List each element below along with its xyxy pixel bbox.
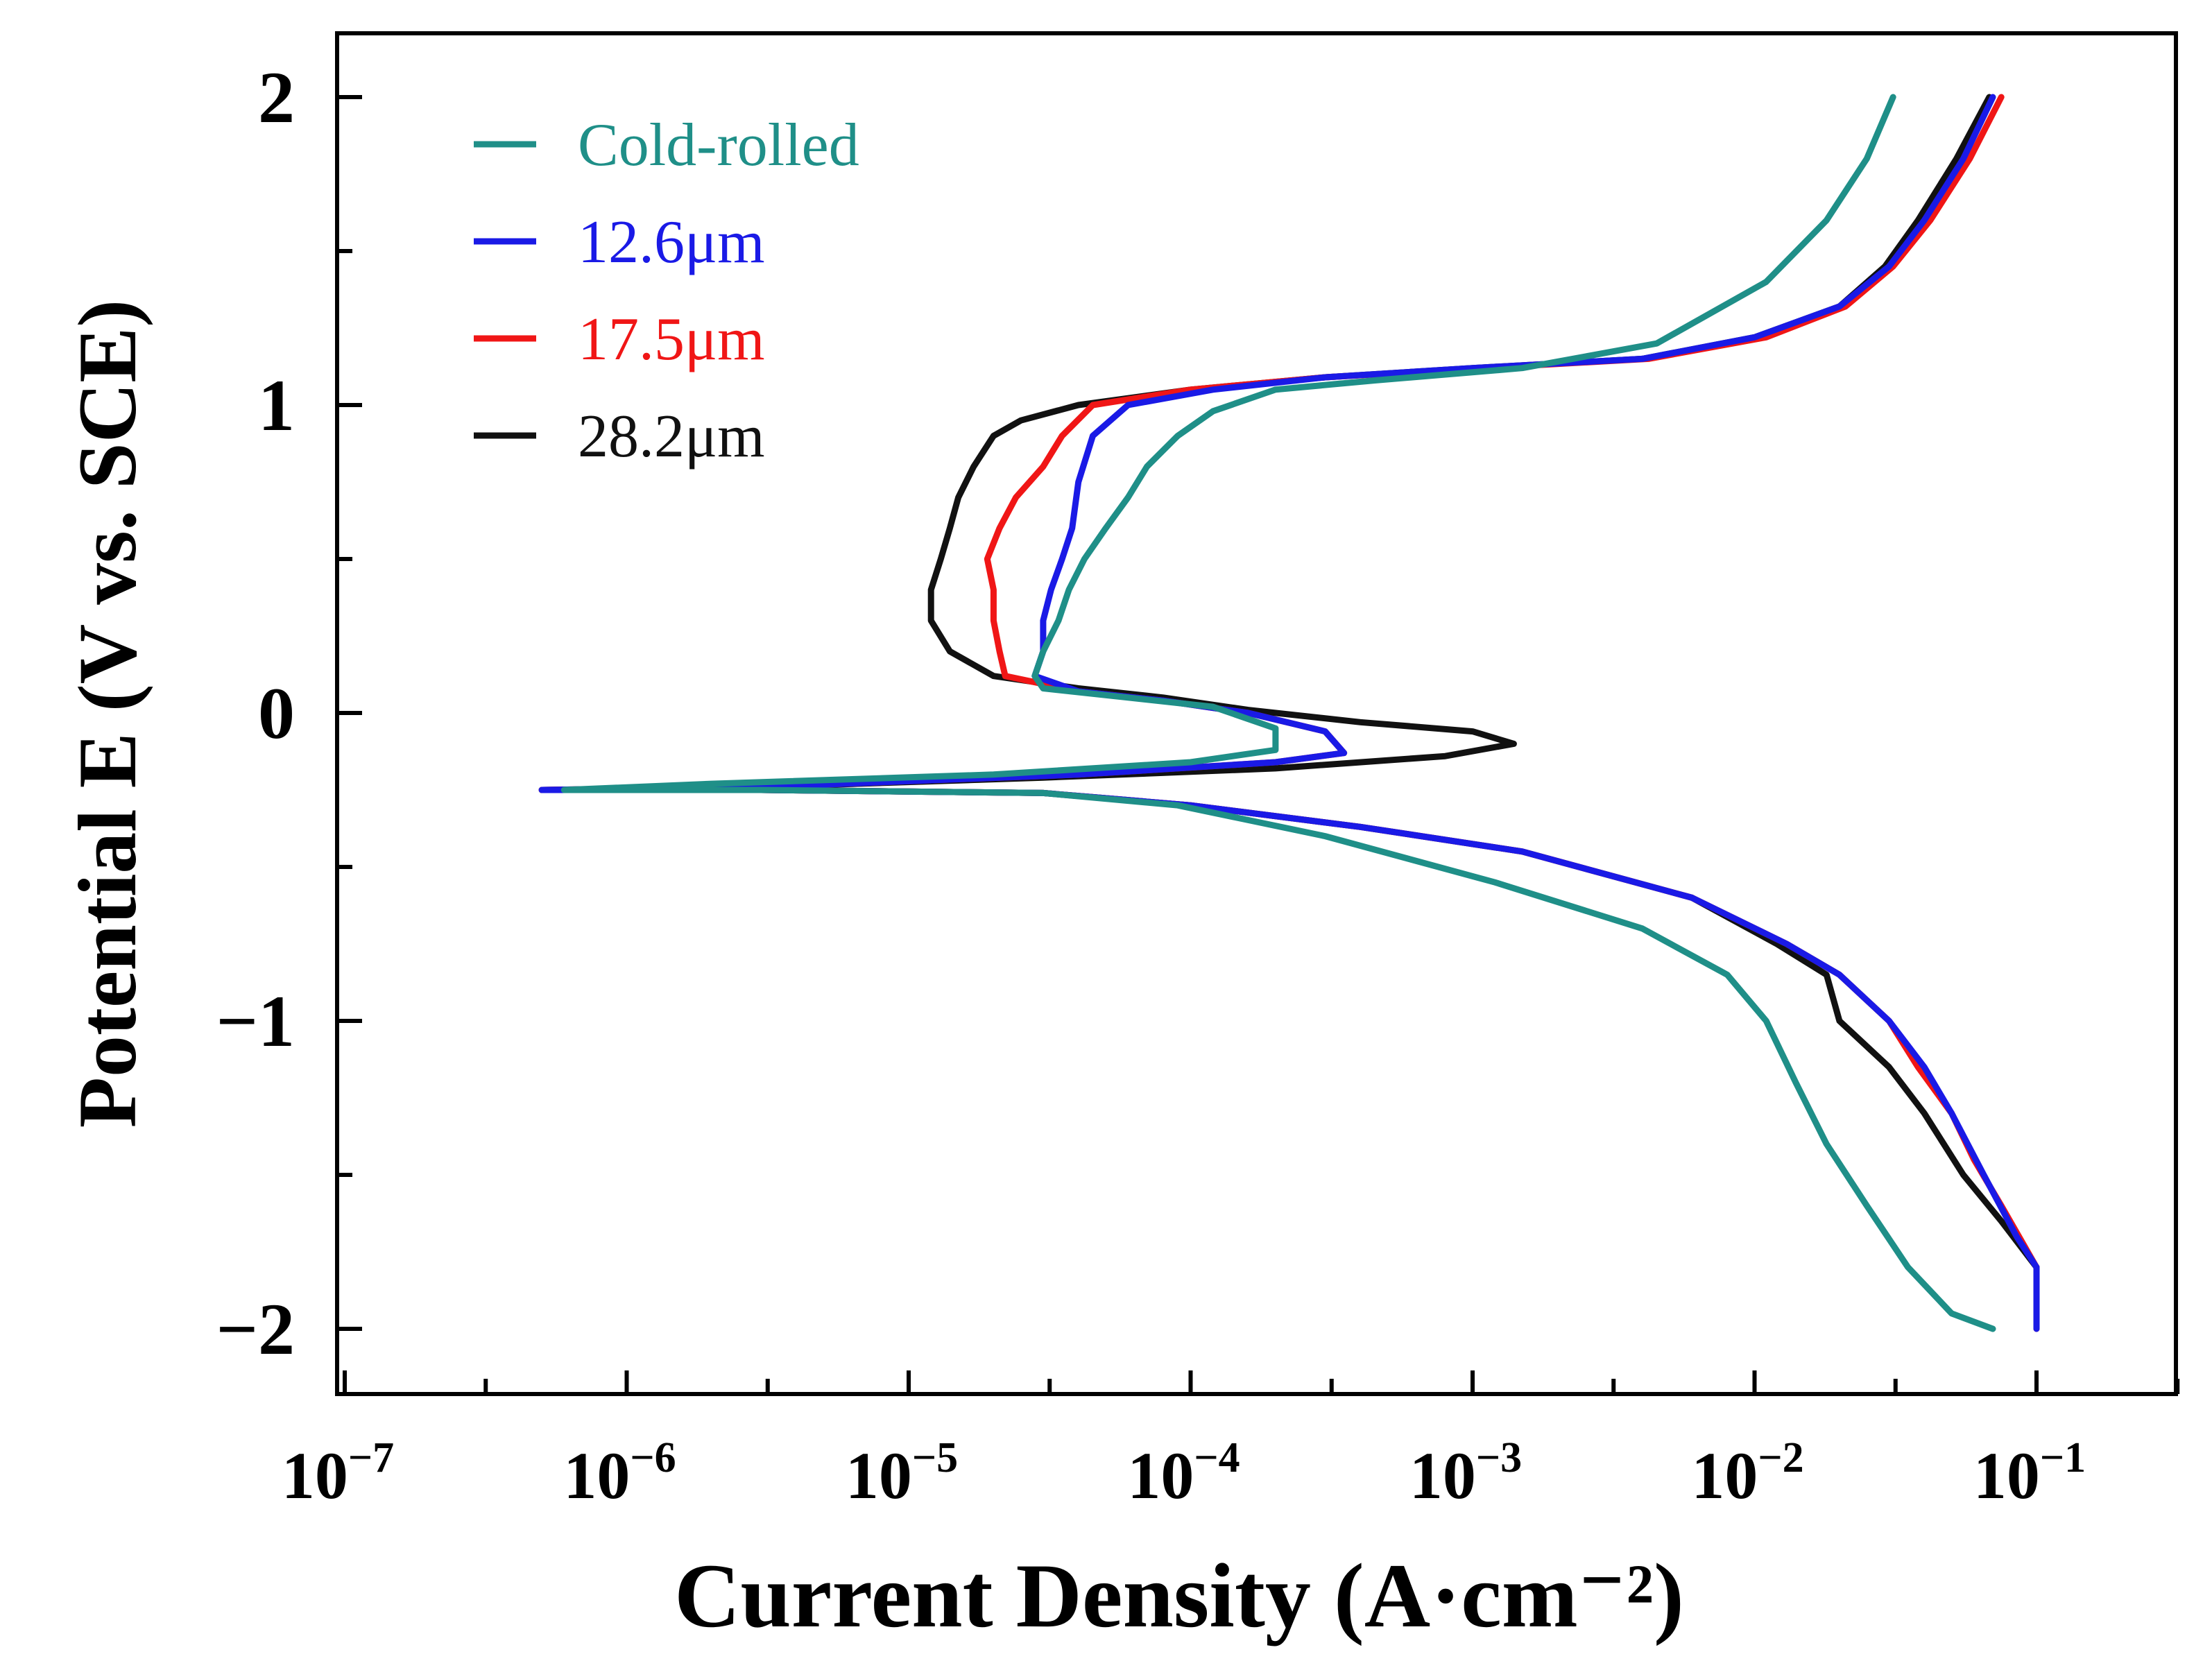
x-axis-title: Current Density (A·cm⁻²) bbox=[674, 1545, 1684, 1646]
x-tick-label: 10−7 bbox=[282, 1434, 394, 1513]
x-tick-label: 10−1 bbox=[1973, 1434, 2086, 1513]
x-tick-label: 10−6 bbox=[563, 1434, 676, 1513]
y-tick-label: 0 bbox=[258, 673, 295, 754]
x-axis-ticks: 10−7 10−6 10−5 10−4 10−3 10−2 10−1 bbox=[282, 1370, 2180, 1513]
series-line-0 bbox=[560, 94, 1996, 1332]
x-tick-label: 10−3 bbox=[1409, 1434, 1522, 1513]
legend-label: 12.6μm bbox=[578, 209, 765, 276]
curves-layer bbox=[538, 94, 2040, 1332]
x-tick-label: 10−2 bbox=[1691, 1434, 1803, 1513]
series-line-1 bbox=[538, 94, 2040, 1332]
legend-label: Cold-rolled bbox=[578, 112, 859, 179]
legend-label: 28.2μm bbox=[578, 403, 765, 470]
y-tick-label: −1 bbox=[216, 981, 295, 1062]
x-tick-label: 10−5 bbox=[846, 1434, 958, 1513]
y-tick-label: 2 bbox=[258, 57, 295, 138]
y-axis-title: Potential E (V vs. SCE) bbox=[61, 300, 153, 1128]
x-axis-title-main: Current Density (A·cm⁻²) bbox=[674, 1545, 1684, 1646]
legend: Cold-rolled 12.6μm 17.5μm 28.2μm bbox=[474, 112, 859, 470]
legend-label: 17.5μm bbox=[578, 306, 765, 373]
y-axis-ticks: −2 −1 0 1 2 bbox=[216, 57, 362, 1370]
y-tick-label: −2 bbox=[216, 1289, 295, 1370]
x-tick-label: 10−4 bbox=[1127, 1434, 1240, 1513]
y-tick-label: 1 bbox=[258, 365, 295, 446]
